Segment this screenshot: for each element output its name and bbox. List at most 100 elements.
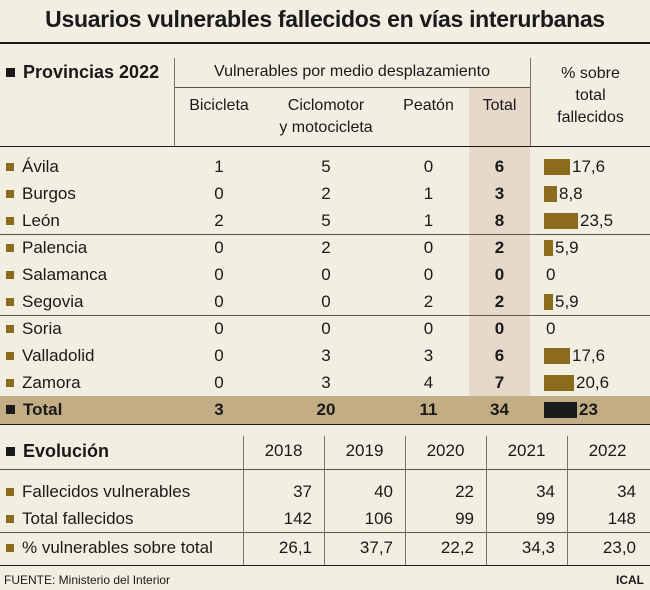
cell-peaton: 0 — [423, 265, 434, 284]
cell-ciclomotor: 0 — [321, 319, 331, 338]
evolution-divider — [324, 436, 325, 565]
col-header-ciclomotor-line2: y motocicleta — [279, 119, 373, 136]
pct-bar — [544, 213, 578, 229]
bullet-square-icon — [6, 543, 14, 552]
bullet-square-icon — [6, 447, 15, 456]
page-title: Usuarios vulnerables fallecidos en vías … — [45, 6, 605, 32]
evolution-cell: 22,2 — [440, 538, 474, 557]
total-total: 34 — [490, 400, 509, 419]
group-header-rule — [174, 87, 530, 88]
col-header-ciclomotor-line1: Ciclomotor — [287, 97, 365, 114]
province-name: León — [22, 210, 60, 230]
evolution-cell: 142 — [283, 509, 312, 528]
cell-peaton: 0 — [423, 157, 434, 176]
cell-total: 6 — [494, 346, 505, 365]
cell-ciclomotor: 0 — [321, 292, 331, 311]
cell-total: 2 — [494, 238, 505, 257]
evolution-cell: 99 — [536, 509, 555, 528]
evolution-divider — [405, 436, 406, 565]
cell-peaton: 1 — [423, 184, 434, 203]
evolution-cell: 40 — [374, 482, 393, 501]
cell-ciclomotor: 5 — [321, 211, 331, 230]
province-row-label: Valladolid — [6, 342, 94, 369]
year-header: 2022 — [588, 441, 627, 460]
pct-value: 5,9 — [555, 292, 579, 311]
pct-bar — [544, 186, 557, 202]
header-bottom-rule — [0, 146, 650, 147]
cell-total: 0 — [494, 265, 505, 284]
cell-peaton: 0 — [423, 319, 434, 338]
cell-bicicleta: 2 — [214, 211, 224, 230]
total-row-background — [0, 396, 650, 424]
pct-value: 0 — [546, 265, 556, 284]
evolution-section-title: Evolución — [6, 441, 109, 462]
cell-total: 8 — [494, 211, 505, 230]
evolution-row-label: Fallecidos vulnerables — [6, 478, 190, 505]
province-name: Zamora — [22, 372, 81, 392]
bullet-square-icon — [6, 68, 15, 77]
evolution-header-rule — [0, 469, 650, 470]
cell-bicicleta: 0 — [214, 319, 224, 338]
total-ciclomotor: 20 — [316, 400, 336, 419]
evolution-title-text: Evolución — [23, 441, 110, 461]
header-divider — [174, 58, 175, 146]
evolution-cell: 26,1 — [278, 538, 312, 557]
cell-bicicleta: 1 — [214, 157, 224, 176]
evolution-cell: 23,0 — [602, 538, 636, 557]
bullet-square-icon — [6, 297, 14, 306]
evolution-cell: 37 — [293, 482, 312, 501]
province-row-label: León — [6, 207, 60, 234]
col-header-pct: % sobre total fallecidos — [531, 63, 650, 129]
province-name: Valladolid — [22, 345, 95, 365]
group-header: Vulnerables por medio desplazamiento — [213, 63, 490, 80]
evolution-cell: 37,7 — [359, 538, 393, 557]
pct-value: 17,6 — [572, 346, 606, 365]
pct-value: 17,6 — [572, 157, 606, 176]
evolution-cell: 106 — [364, 509, 393, 528]
evolution-cell: 148 — [607, 509, 636, 528]
evolution-row-label-text: Fallecidos vulnerables — [22, 481, 191, 501]
evolution-bottom-rule — [0, 565, 650, 566]
evolution-cell: 22 — [455, 482, 474, 501]
total-pct-bar — [544, 402, 577, 418]
col-header-bicicleta: Bicicleta — [189, 97, 249, 114]
group-rule — [0, 234, 650, 235]
bullet-square-icon — [6, 514, 14, 523]
cell-peaton: 0 — [423, 238, 434, 257]
pct-bar — [544, 294, 553, 310]
province-row-label: Ávila — [6, 153, 59, 180]
province-name: Segovia — [22, 291, 84, 311]
total-bottom-rule — [0, 424, 650, 425]
cell-peaton: 2 — [423, 292, 434, 311]
province-name: Soria — [22, 318, 62, 338]
pct-bar — [544, 375, 574, 391]
provinces-title-text: Provincias 2022 — [23, 62, 160, 82]
cell-total: 3 — [494, 184, 505, 203]
province-row-label: Segovia — [6, 288, 83, 315]
total-label-text: Total — [23, 399, 63, 419]
bullet-square-icon — [6, 243, 14, 252]
cell-ciclomotor: 2 — [321, 238, 331, 257]
pct-value: 8,8 — [559, 184, 583, 203]
cell-total: 2 — [494, 292, 505, 311]
cell-peaton: 3 — [423, 346, 434, 365]
evolution-cell: 34,3 — [521, 538, 555, 557]
cell-total: 0 — [494, 319, 505, 338]
cell-ciclomotor: 3 — [321, 346, 331, 365]
pct-header-line2: total — [575, 87, 606, 104]
col-header-ciclomotor: Ciclomotor y motocicleta — [264, 95, 388, 139]
top-rule — [0, 42, 650, 44]
pct-bar — [544, 348, 570, 364]
province-row-label: Soria — [6, 315, 62, 342]
bullet-square-icon — [6, 189, 14, 198]
total-peaton: 11 — [419, 400, 438, 419]
evolution-row-label-text: % vulnerables sobre total — [22, 537, 213, 557]
bullet-square-icon — [6, 487, 14, 496]
evolution-cell: 34 — [536, 482, 555, 501]
total-pct-value: 23 — [579, 400, 598, 419]
province-row-label: Zamora — [6, 369, 81, 396]
pct-bar — [544, 159, 570, 175]
year-header: 2021 — [507, 441, 546, 460]
year-header: 2018 — [264, 441, 303, 460]
cell-bicicleta: 0 — [214, 184, 224, 203]
